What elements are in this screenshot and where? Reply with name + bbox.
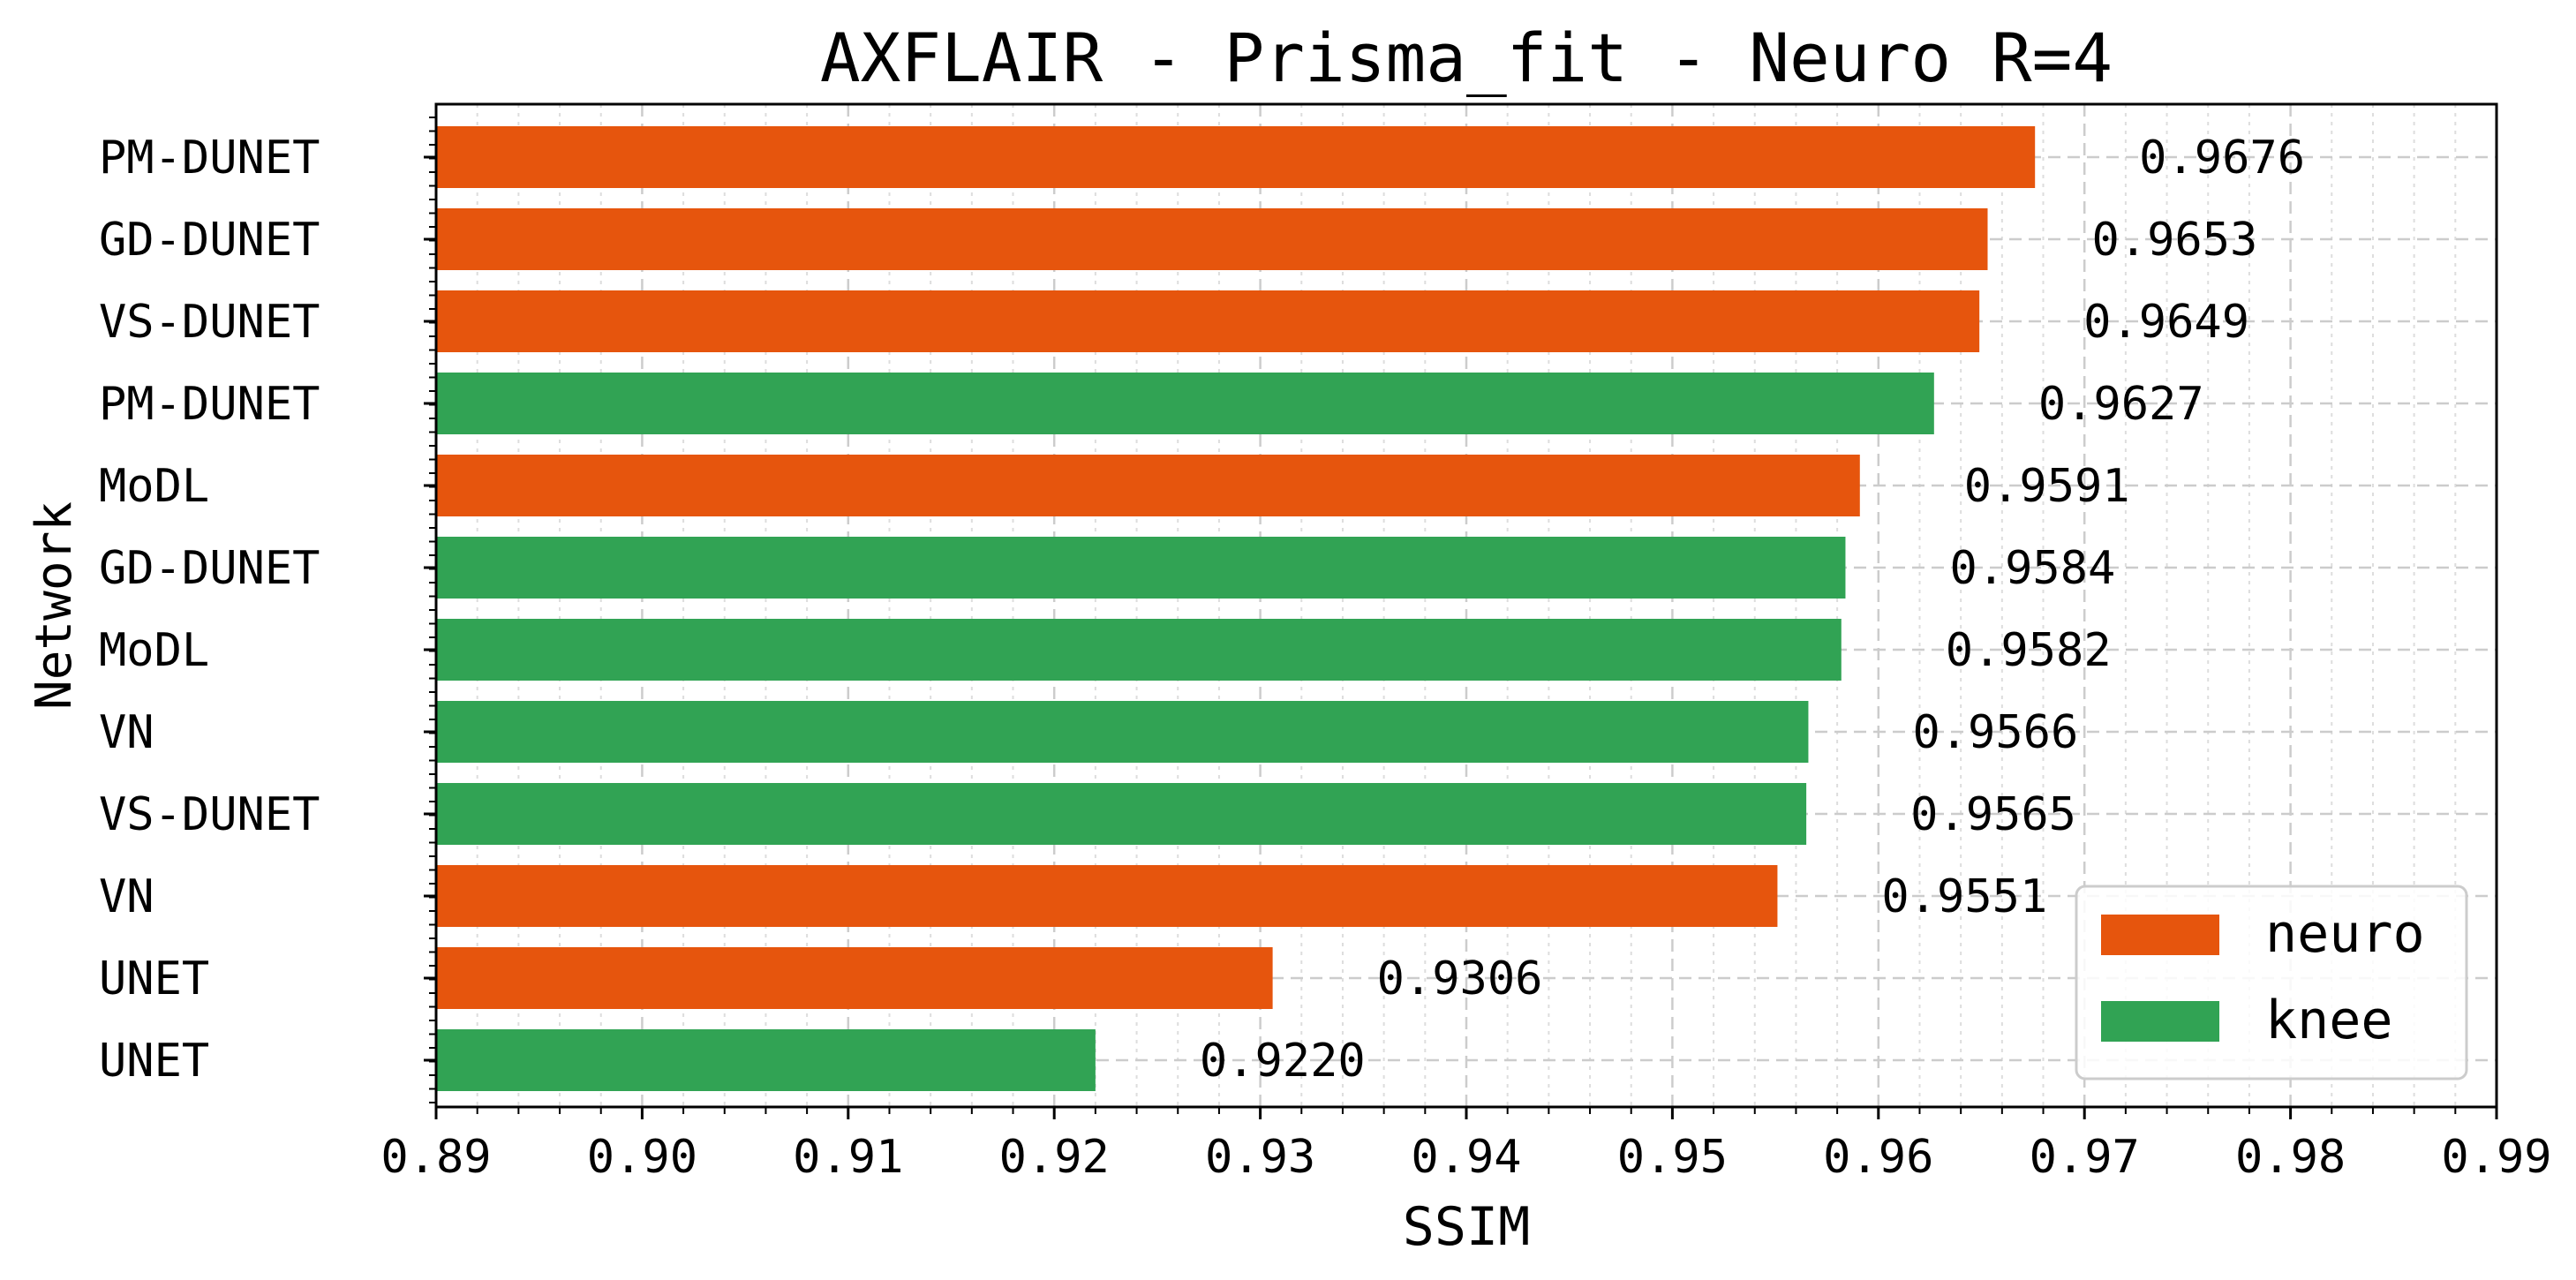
bar-modl-neuro	[436, 455, 1860, 516]
x-axis-label: SSIM	[1403, 1196, 1531, 1258]
bar-gd-dunet-neuro	[436, 208, 1988, 270]
y-tick-label-pm-dunet-knee: PM-DUNET	[99, 378, 320, 431]
data-label-pm-dunet-neuro: 0.9676	[2139, 132, 2305, 184]
bar-pm-dunet-knee	[436, 373, 1934, 434]
data-label-vn-knee: 0.9566	[1912, 706, 2078, 759]
bar-pm-dunet-neuro	[436, 126, 2036, 188]
x-tick-label: 0.99	[2441, 1131, 2551, 1184]
x-tick-label: 0.90	[587, 1131, 697, 1184]
data-label-vn-neuro: 0.9551	[1881, 870, 2047, 923]
x-tick-label: 0.94	[1411, 1131, 1521, 1184]
data-labels: 0.9676 0.9653 0.9649 0.9627 0.9591 0.9584 0.95…	[1200, 132, 2305, 1088]
y-tick-label-modl-knee: MoDL	[99, 624, 209, 677]
bar-vn-neuro	[436, 865, 1778, 927]
y-tick-labels: PM-DUNET GD-DUNET VS-DUNET PM-DUNET MoDL GD-D…	[99, 132, 320, 1088]
legend-swatch-neuro	[2101, 915, 2219, 955]
x-tick-label: 0.96	[1823, 1131, 1933, 1184]
x-tick-label: 0.98	[2235, 1131, 2346, 1184]
data-label-unet-neuro: 0.9306	[1377, 952, 1543, 1005]
x-tick-label: 0.97	[2030, 1131, 2140, 1184]
legend-label-neuro: neuro	[2265, 903, 2425, 965]
data-label-unet-knee: 0.9220	[1200, 1035, 1366, 1088]
y-tick-marks	[424, 117, 436, 1103]
bar-vs-dunet-neuro	[436, 290, 1980, 352]
data-label-pm-dunet-knee: 0.9627	[2038, 378, 2204, 431]
y-tick-label-vn-neuro: VN	[99, 870, 154, 923]
y-tick-label-unet-neuro: UNET	[99, 952, 209, 1005]
bar-vs-dunet-knee	[436, 783, 1807, 845]
legend: neuro knee	[2075, 885, 2468, 1080]
y-tick-label-modl-neuro: MoDL	[99, 460, 209, 513]
x-tick-label: 0.92	[999, 1131, 1110, 1184]
data-label-modl-neuro: 0.9591	[1964, 460, 2130, 513]
y-tick-label-vs-dunet-neuro: VS-DUNET	[99, 296, 320, 349]
y-axis-label: Network	[26, 501, 83, 710]
data-label-vs-dunet-knee: 0.9565	[1910, 788, 2076, 841]
bar-unet-knee	[436, 1029, 1096, 1091]
chart-title: AXFLAIR - Prisma_fit - Neuro R=4	[820, 19, 2113, 97]
y-tick-label-vn-knee: VN	[99, 706, 154, 759]
x-tick-label: 0.93	[1205, 1131, 1315, 1184]
y-tick-label-pm-dunet-neuro: PM-DUNET	[99, 132, 320, 184]
x-tick-label: 0.91	[793, 1131, 903, 1184]
x-tick-label: 0.89	[380, 1131, 491, 1184]
y-tick-label-unet-knee: UNET	[99, 1035, 209, 1088]
data-label-vs-dunet-neuro: 0.9649	[2083, 296, 2249, 349]
y-tick-label-vs-dunet-knee: VS-DUNET	[99, 788, 320, 841]
bars-group	[436, 126, 2036, 1091]
legend-swatch-knee	[2101, 1001, 2219, 1042]
bar-gd-dunet-knee	[436, 537, 1846, 599]
bar-vn-knee	[436, 701, 1809, 763]
data-label-gd-dunet-neuro: 0.9653	[2092, 214, 2258, 267]
x-tick-label: 0.95	[1617, 1131, 1728, 1184]
data-label-modl-knee: 0.9582	[1946, 624, 2112, 677]
x-ticks: 0.89 0.90 0.91 0.92 0.93 0.94 0.95 0.96 0.97 0.98…	[380, 1107, 2552, 1184]
bar-modl-knee	[436, 619, 1842, 681]
bar-unet-neuro	[436, 947, 1273, 1009]
data-label-gd-dunet-knee: 0.9584	[1949, 542, 2115, 595]
y-tick-label-gd-dunet-neuro: GD-DUNET	[99, 214, 320, 267]
legend-label-knee: knee	[2265, 990, 2393, 1051]
y-tick-label-gd-dunet-knee: GD-DUNET	[99, 542, 320, 595]
